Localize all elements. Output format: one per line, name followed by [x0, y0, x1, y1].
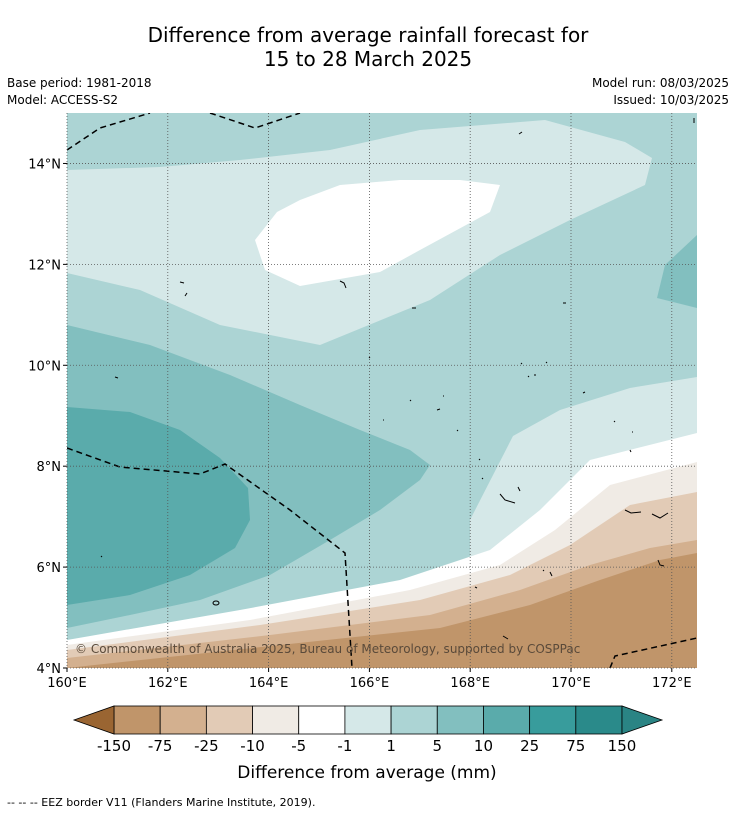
colorbar-tick-label: -5 [291, 737, 306, 755]
colorbar-swatch [113, 705, 161, 735]
lat-tick-label: 12°N [28, 258, 61, 273]
colorbar-extend-high [621, 705, 664, 735]
eez-legend-note: -- -- -- EEZ border V11 (Flanders Marine… [7, 796, 316, 809]
colorbar-swatch [298, 705, 346, 735]
copyright-text: © Commonwealth of Australia 2025, Bureau… [75, 642, 580, 656]
colorbar-swatch [344, 705, 392, 735]
lon-tick-label: 160°E [47, 676, 87, 691]
colorbar-tick-label: 75 [566, 737, 585, 755]
lat-tick-label: 8°N [37, 460, 62, 475]
title-line-2: 15 to 28 March 2025 [263, 47, 473, 71]
lon-tick-label: 166°E [350, 676, 390, 691]
contour-neg75-neg25 [67, 553, 697, 668]
colorbar-swatch [575, 705, 623, 735]
colorbar-tick-label: 1 [386, 737, 396, 755]
model-run-text: Model run: 08/03/2025 [591, 76, 729, 90]
island-markings [100, 118, 695, 640]
colorbar-swatch [483, 705, 531, 735]
graticule [66, 113, 697, 669]
colorbar-tick-label: 10 [474, 737, 493, 755]
contour-25-75 [67, 407, 250, 605]
colorbar-swatch [159, 705, 207, 735]
lon-tick-label: 168°E [450, 676, 490, 691]
colorbar-label: Difference from average (mm) [237, 763, 496, 783]
colorbar-tick-label: 5 [432, 737, 442, 755]
colorbar-tick-label: 25 [520, 737, 539, 755]
colorbar-swatch [436, 705, 484, 735]
eez-border-southeast [609, 637, 697, 668]
eez-border-north [67, 113, 301, 151]
colorbar-tick-label: -10 [240, 737, 265, 755]
base-period-text: Base period: 1981-2018 [7, 76, 152, 90]
lat-tick-label: 4°N [37, 662, 62, 677]
lat-tick-label: 6°N [37, 561, 62, 576]
lat-tick-label: 10°N [28, 359, 61, 374]
colorbar-tick-label: -25 [194, 737, 219, 755]
colorbar-tick-label: -150 [97, 737, 131, 755]
colorbar: -150 -75 -25 -10 -5 -1 1 5 10 25 75 150 [72, 705, 664, 755]
contour-neg1-1-north [255, 180, 500, 286]
eez-border-west [67, 447, 353, 668]
colorbar-swatch [529, 705, 577, 735]
colorbar-swatch [390, 705, 438, 735]
colorbar-tick-label: -75 [148, 737, 173, 755]
map-axes: 160°E 162°E 164°E 166°E 168°E 170°E 172°E 4°N 6°… [28, 157, 691, 691]
lon-tick-label: 170°E [551, 676, 591, 691]
colorbar-extend-low [72, 705, 115, 735]
lon-tick-label: 164°E [249, 676, 289, 691]
rainfall-contours [67, 113, 697, 668]
model-text: Model: ACCESS-S2 [7, 93, 119, 107]
contour-10-25-east [657, 235, 697, 308]
lat-tick-label: 14°N [28, 157, 61, 172]
colorbar-tick-label: -1 [337, 737, 352, 755]
lon-tick-label: 172°E [652, 676, 692, 691]
lon-tick-label: 162°E [148, 676, 188, 691]
colorbar-swatch [205, 705, 253, 735]
title-line-1: Difference from average rainfall forecas… [147, 23, 589, 47]
issued-text: Issued: 10/03/2025 [613, 93, 729, 107]
colorbar-tick-label: 150 [608, 737, 637, 755]
colorbar-swatch [252, 705, 300, 735]
